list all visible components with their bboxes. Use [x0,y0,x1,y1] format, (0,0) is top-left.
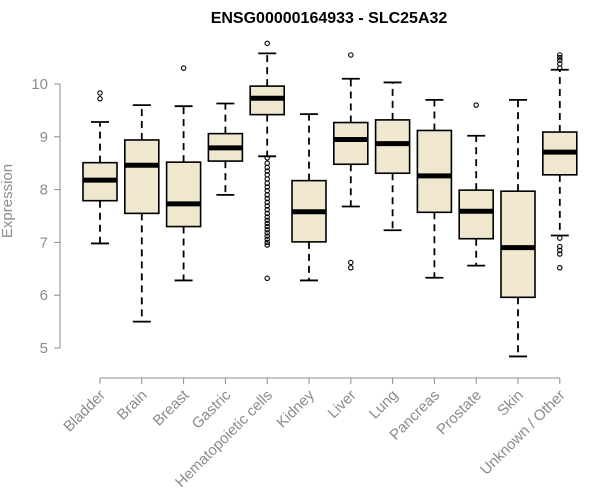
box-group [165,65,202,282]
box-iqr [332,121,369,166]
x-tick-label: Bladder [60,387,109,436]
outlier-point [557,264,563,271]
outlier-point [264,180,270,187]
outlier-point [557,243,563,250]
box-group [207,102,244,196]
outlier-point [264,155,270,161]
outlier-point [264,203,270,209]
outlier-point [264,195,270,202]
x-tick-label: Prostate [433,387,485,439]
outlier-point [264,236,270,242]
outlier-point [264,242,270,248]
x-tick-label: Lung [366,387,402,423]
outlier-point [557,54,563,61]
y-tick-label: 10 [31,76,48,93]
box-group [332,52,369,271]
outlier-point [557,235,563,241]
box-group [374,81,411,232]
outlier-point [264,168,270,174]
chart-title: ENSG00000164933 - SLC25A32 [211,10,448,27]
box-iqr [374,119,411,175]
box-iqr [165,161,202,228]
y-tick-label: 9 [40,129,48,146]
outlier-point [348,52,354,58]
outlier-point [264,233,270,239]
outlier-point [264,210,270,217]
outlier-point [264,184,270,190]
box-group [541,52,578,271]
outlier-point [264,199,270,206]
x-tick-label: Breast [150,386,193,429]
outlier-point [473,102,479,108]
x-tick-label: Liver [325,387,360,422]
outlier-point [264,223,270,230]
outlier-point [264,230,270,236]
outlier-point [264,275,270,282]
outlier-point [264,206,270,213]
box-group [458,102,495,267]
y-tick-label: 5 [40,340,48,357]
outlier-point [97,90,103,96]
box-iqr [458,189,495,240]
box-group [82,90,118,245]
outlier-point [264,164,270,171]
outlier-point [557,65,563,71]
y-tick-label: 7 [40,234,48,251]
outlier-point [264,214,270,220]
x-tick-label: Kidney [273,386,318,431]
box-group [249,40,285,282]
outlier-point [97,96,103,102]
box-group [500,98,536,358]
outlier-point [264,192,270,198]
box-iqr [124,139,160,215]
outlier-point [264,239,270,246]
outlier-point [348,259,354,266]
box-group [124,104,160,323]
outlier-point [557,52,563,58]
outlier-point [348,264,354,271]
box-group [291,113,327,282]
outlier-point [264,40,270,47]
y-axis: 5 6 7 8 9 10 [31,76,61,357]
outlier-point [180,65,187,71]
x-tick-label: Skin [494,387,527,420]
box-group [416,98,453,279]
outlier-point [264,226,270,233]
box-iqr [500,190,536,299]
outlier-point [264,217,270,223]
outlier-point [264,220,270,227]
outlier-point [557,247,563,254]
y-axis-label: Expression [0,164,16,238]
outlier-point [557,251,563,257]
outlier-point [557,57,563,63]
y-tick-label: 8 [40,182,48,199]
boxes-layer [82,40,578,358]
box-iqr [416,129,453,214]
x-tick-label: Brain [114,387,151,424]
y-tick-label: 6 [40,287,48,304]
